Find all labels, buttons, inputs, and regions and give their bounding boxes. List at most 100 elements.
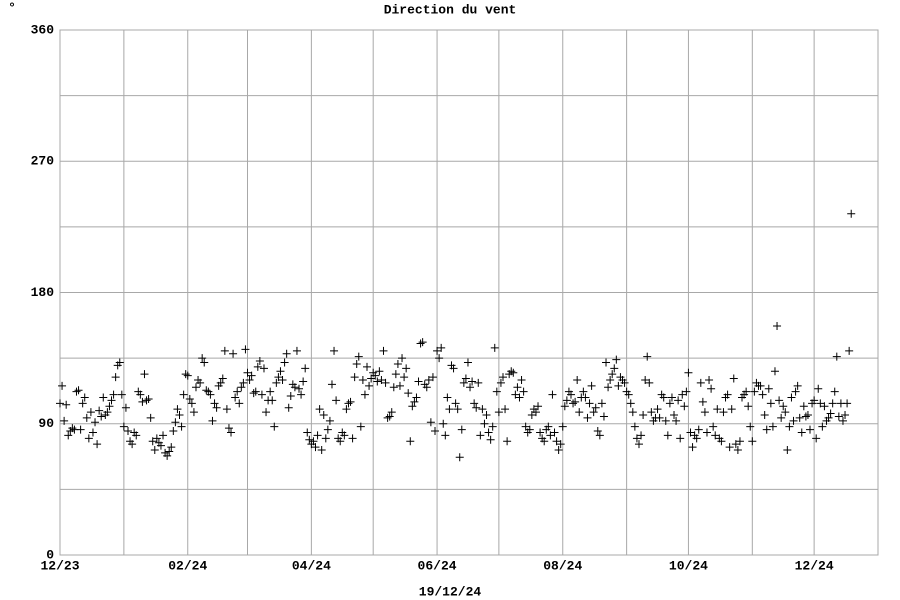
- point: [678, 390, 687, 399]
- point: [163, 451, 172, 460]
- point: [175, 411, 184, 419]
- point: [632, 434, 641, 443]
- point: [830, 387, 839, 396]
- point: [758, 390, 767, 399]
- point: [725, 443, 734, 452]
- point: [476, 431, 485, 440]
- point: [661, 416, 670, 425]
- point: [424, 376, 433, 384]
- point: [606, 376, 615, 384]
- point: [428, 373, 437, 382]
- point: [702, 428, 711, 437]
- point: [503, 437, 512, 446]
- point: [841, 411, 850, 419]
- point: [692, 434, 701, 443]
- point: [327, 380, 336, 389]
- point: [799, 402, 808, 411]
- point: [659, 393, 668, 402]
- point: [672, 416, 681, 425]
- point: [663, 431, 672, 440]
- point: [795, 413, 804, 422]
- x-tick-label: 08/24: [543, 558, 582, 573]
- point: [167, 443, 176, 452]
- point: [670, 411, 679, 419]
- point: [684, 368, 693, 377]
- point: [159, 431, 168, 440]
- point: [249, 389, 258, 398]
- point: [412, 393, 421, 402]
- point: [400, 373, 409, 382]
- point: [181, 370, 190, 379]
- point: [711, 431, 720, 440]
- point: [216, 378, 225, 387]
- point: [297, 390, 306, 399]
- point: [171, 418, 180, 427]
- point: [109, 390, 118, 399]
- point: [602, 358, 611, 367]
- point: [272, 378, 281, 387]
- point: [494, 408, 503, 417]
- point: [78, 399, 87, 408]
- point: [95, 406, 104, 415]
- point: [554, 446, 563, 454]
- point: [748, 437, 757, 446]
- point: [750, 387, 759, 396]
- point: [717, 437, 726, 446]
- point: [330, 346, 339, 355]
- point: [779, 402, 788, 411]
- point: [410, 397, 419, 406]
- point: [305, 435, 314, 444]
- point: [735, 437, 744, 446]
- point: [290, 383, 299, 392]
- point: [645, 378, 654, 387]
- point: [824, 413, 833, 422]
- point: [709, 422, 718, 431]
- point: [404, 389, 413, 398]
- point: [119, 422, 128, 431]
- point: [303, 428, 312, 437]
- point: [379, 346, 388, 355]
- point: [309, 437, 318, 446]
- point: [375, 367, 384, 376]
- point: [597, 399, 606, 408]
- date-label: 19/12/24: [419, 584, 482, 599]
- point: [777, 413, 786, 422]
- point: [457, 425, 466, 434]
- point: [620, 378, 629, 387]
- point: [637, 431, 646, 440]
- point: [781, 408, 790, 417]
- point: [441, 431, 450, 440]
- point: [268, 396, 277, 405]
- point: [845, 346, 854, 355]
- point: [599, 412, 608, 421]
- point: [245, 376, 254, 384]
- point: [591, 403, 600, 412]
- point: [218, 374, 227, 383]
- point: [373, 377, 382, 386]
- y-tick-label: 180: [31, 285, 55, 300]
- point: [729, 374, 738, 383]
- point: [698, 397, 707, 406]
- point: [187, 399, 196, 408]
- point: [608, 370, 617, 379]
- point: [451, 399, 460, 408]
- point: [723, 390, 732, 399]
- point: [433, 346, 442, 355]
- point: [593, 427, 602, 436]
- point: [82, 413, 91, 422]
- point: [639, 411, 648, 419]
- y-tick-label: 270: [31, 154, 55, 169]
- point: [585, 399, 594, 408]
- point: [64, 431, 73, 440]
- point: [169, 427, 178, 436]
- point: [787, 393, 796, 402]
- point: [768, 422, 777, 431]
- point: [56, 399, 64, 408]
- point: [806, 425, 815, 434]
- point: [513, 383, 522, 392]
- point: [395, 381, 404, 390]
- point: [634, 440, 643, 449]
- x-tick-label: 12/23: [40, 558, 79, 573]
- point: [643, 352, 652, 361]
- point: [550, 428, 559, 437]
